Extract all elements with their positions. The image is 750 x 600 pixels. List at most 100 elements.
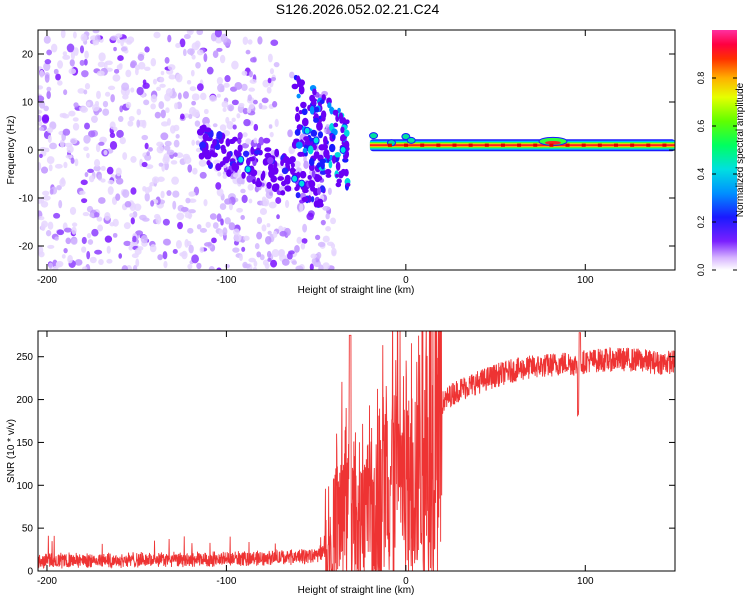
spectrogram-blob	[278, 249, 285, 258]
carrier-dash	[484, 143, 489, 147]
spectrogram-blob	[299, 203, 304, 212]
spectrogram-blob	[38, 215, 45, 221]
spectrogram-blob	[328, 160, 333, 169]
carrier-wobble	[369, 132, 379, 140]
spectrogram-blob	[224, 263, 230, 269]
carrier-dash	[565, 143, 570, 147]
spectrogram-blob	[313, 117, 319, 123]
spectrogram-blob	[96, 216, 103, 222]
snr-ytick-label: 150	[16, 438, 33, 449]
spectrogram-blob	[175, 73, 183, 83]
spectrogram-blob	[188, 106, 197, 116]
spectrogram-blob	[38, 245, 44, 255]
carrier-dash	[452, 143, 457, 147]
spectrogram-blob	[116, 38, 121, 44]
spectrogram-blob	[56, 184, 62, 191]
spectrogram-blob	[54, 236, 59, 241]
spectrogram-blob	[196, 83, 204, 92]
spectrogram-blob	[312, 88, 317, 96]
spectrogram-blob	[212, 123, 218, 128]
spectrogram-blob	[265, 235, 272, 245]
spectrogram-blob	[62, 128, 71, 136]
spectrogram-blob	[288, 250, 295, 255]
spectrogram-blob	[317, 241, 326, 248]
spectrogram-blob	[301, 108, 308, 116]
spectrogram-blob	[94, 249, 103, 255]
spectrogram-blob	[253, 260, 258, 267]
spectrogram-blob	[190, 69, 195, 77]
spectrogram-blob	[44, 74, 50, 83]
spectrogram-blob	[97, 224, 104, 232]
spectrogram-blob	[217, 171, 222, 177]
spectrogram-blob	[167, 64, 176, 71]
spectrogram-blob	[84, 122, 91, 130]
spectrogram-blob	[74, 158, 79, 167]
spectrogram-blob	[87, 168, 94, 174]
spectrogram-blob	[267, 53, 273, 63]
spectrogram-blob	[129, 61, 136, 69]
snr-ylabel: SNR (10 * v/v)	[6, 419, 17, 483]
spectrogram-blob	[84, 171, 89, 178]
spectrogram-blob	[264, 263, 270, 269]
spectrogram-blob	[81, 246, 87, 253]
spectrogram-blob	[89, 175, 95, 183]
spectrogram-blob	[316, 198, 324, 205]
spectrogram-blob	[140, 235, 148, 244]
spectrogram-blob	[136, 119, 141, 128]
spectrogram-blob	[243, 235, 250, 241]
spectrogram-blob	[93, 40, 99, 46]
spectrogram-blob	[272, 230, 278, 238]
spectrogram-blob	[62, 54, 71, 60]
spectrogram-blob	[333, 122, 339, 128]
spectrogram-blob	[274, 118, 279, 128]
spectrogram-blob	[194, 40, 201, 48]
spectrogram-noise-blobs	[38, 30, 351, 270]
spectrogram-blob	[86, 101, 91, 107]
spectrogram-blob	[256, 251, 262, 258]
spectrogram-blob	[219, 54, 226, 64]
carrier-wobble	[406, 136, 416, 144]
spectrogram-blob	[160, 109, 166, 119]
spectrogram-blob	[237, 131, 243, 140]
spectrogram-blob	[271, 183, 279, 192]
spectrogram-blob	[159, 83, 166, 88]
spectrogram-highlight	[291, 174, 299, 183]
spectrogram-blob	[77, 88, 85, 94]
spectrogram-ylabel: Frequency (Hz)	[6, 116, 17, 185]
spectrogram-blob	[248, 70, 253, 78]
spectrogram-blob	[93, 159, 101, 168]
carrier-dash	[533, 143, 538, 147]
spectrogram-blob	[164, 140, 172, 147]
spectrogram-blob	[115, 193, 121, 201]
spectrogram-blob	[271, 249, 280, 258]
spectrogram-blob	[228, 203, 233, 211]
spectrogram-blob	[290, 162, 295, 168]
spectrogram-blob	[262, 137, 271, 144]
spectrogram-blob	[203, 108, 209, 115]
spectrogram-blob	[43, 35, 51, 44]
spectrogram-blob	[188, 113, 193, 120]
spectrogram-blob	[110, 94, 115, 103]
spectrogram-blob	[141, 161, 148, 168]
spectrogram-blob	[81, 236, 87, 245]
spectrogram-blob	[172, 248, 178, 255]
spectrogram-blob	[325, 213, 330, 220]
spectrogram-blob	[88, 130, 96, 138]
spectrogram-blob	[255, 180, 263, 188]
spectrogram-blob	[172, 190, 180, 198]
spectrogram-blob	[195, 61, 201, 69]
spectrogram-blob	[277, 176, 285, 181]
spectrogram-blob	[262, 158, 269, 166]
spectrogram-blob	[175, 152, 184, 158]
spectrogram-xtick-label: 0	[403, 275, 409, 286]
spectrogram-blob	[319, 185, 326, 193]
spectrogram-blob	[109, 140, 118, 150]
snr-ytick-label: 0	[27, 567, 33, 578]
figure-title: S126.2026.052.02.21.C24	[275, 1, 440, 17]
spectrogram-blob	[324, 168, 332, 175]
spectrogram-blob	[194, 120, 201, 127]
spectrogram-blob	[243, 118, 251, 127]
spectrogram-blob	[57, 80, 63, 86]
spectrogram-blob	[100, 165, 106, 171]
